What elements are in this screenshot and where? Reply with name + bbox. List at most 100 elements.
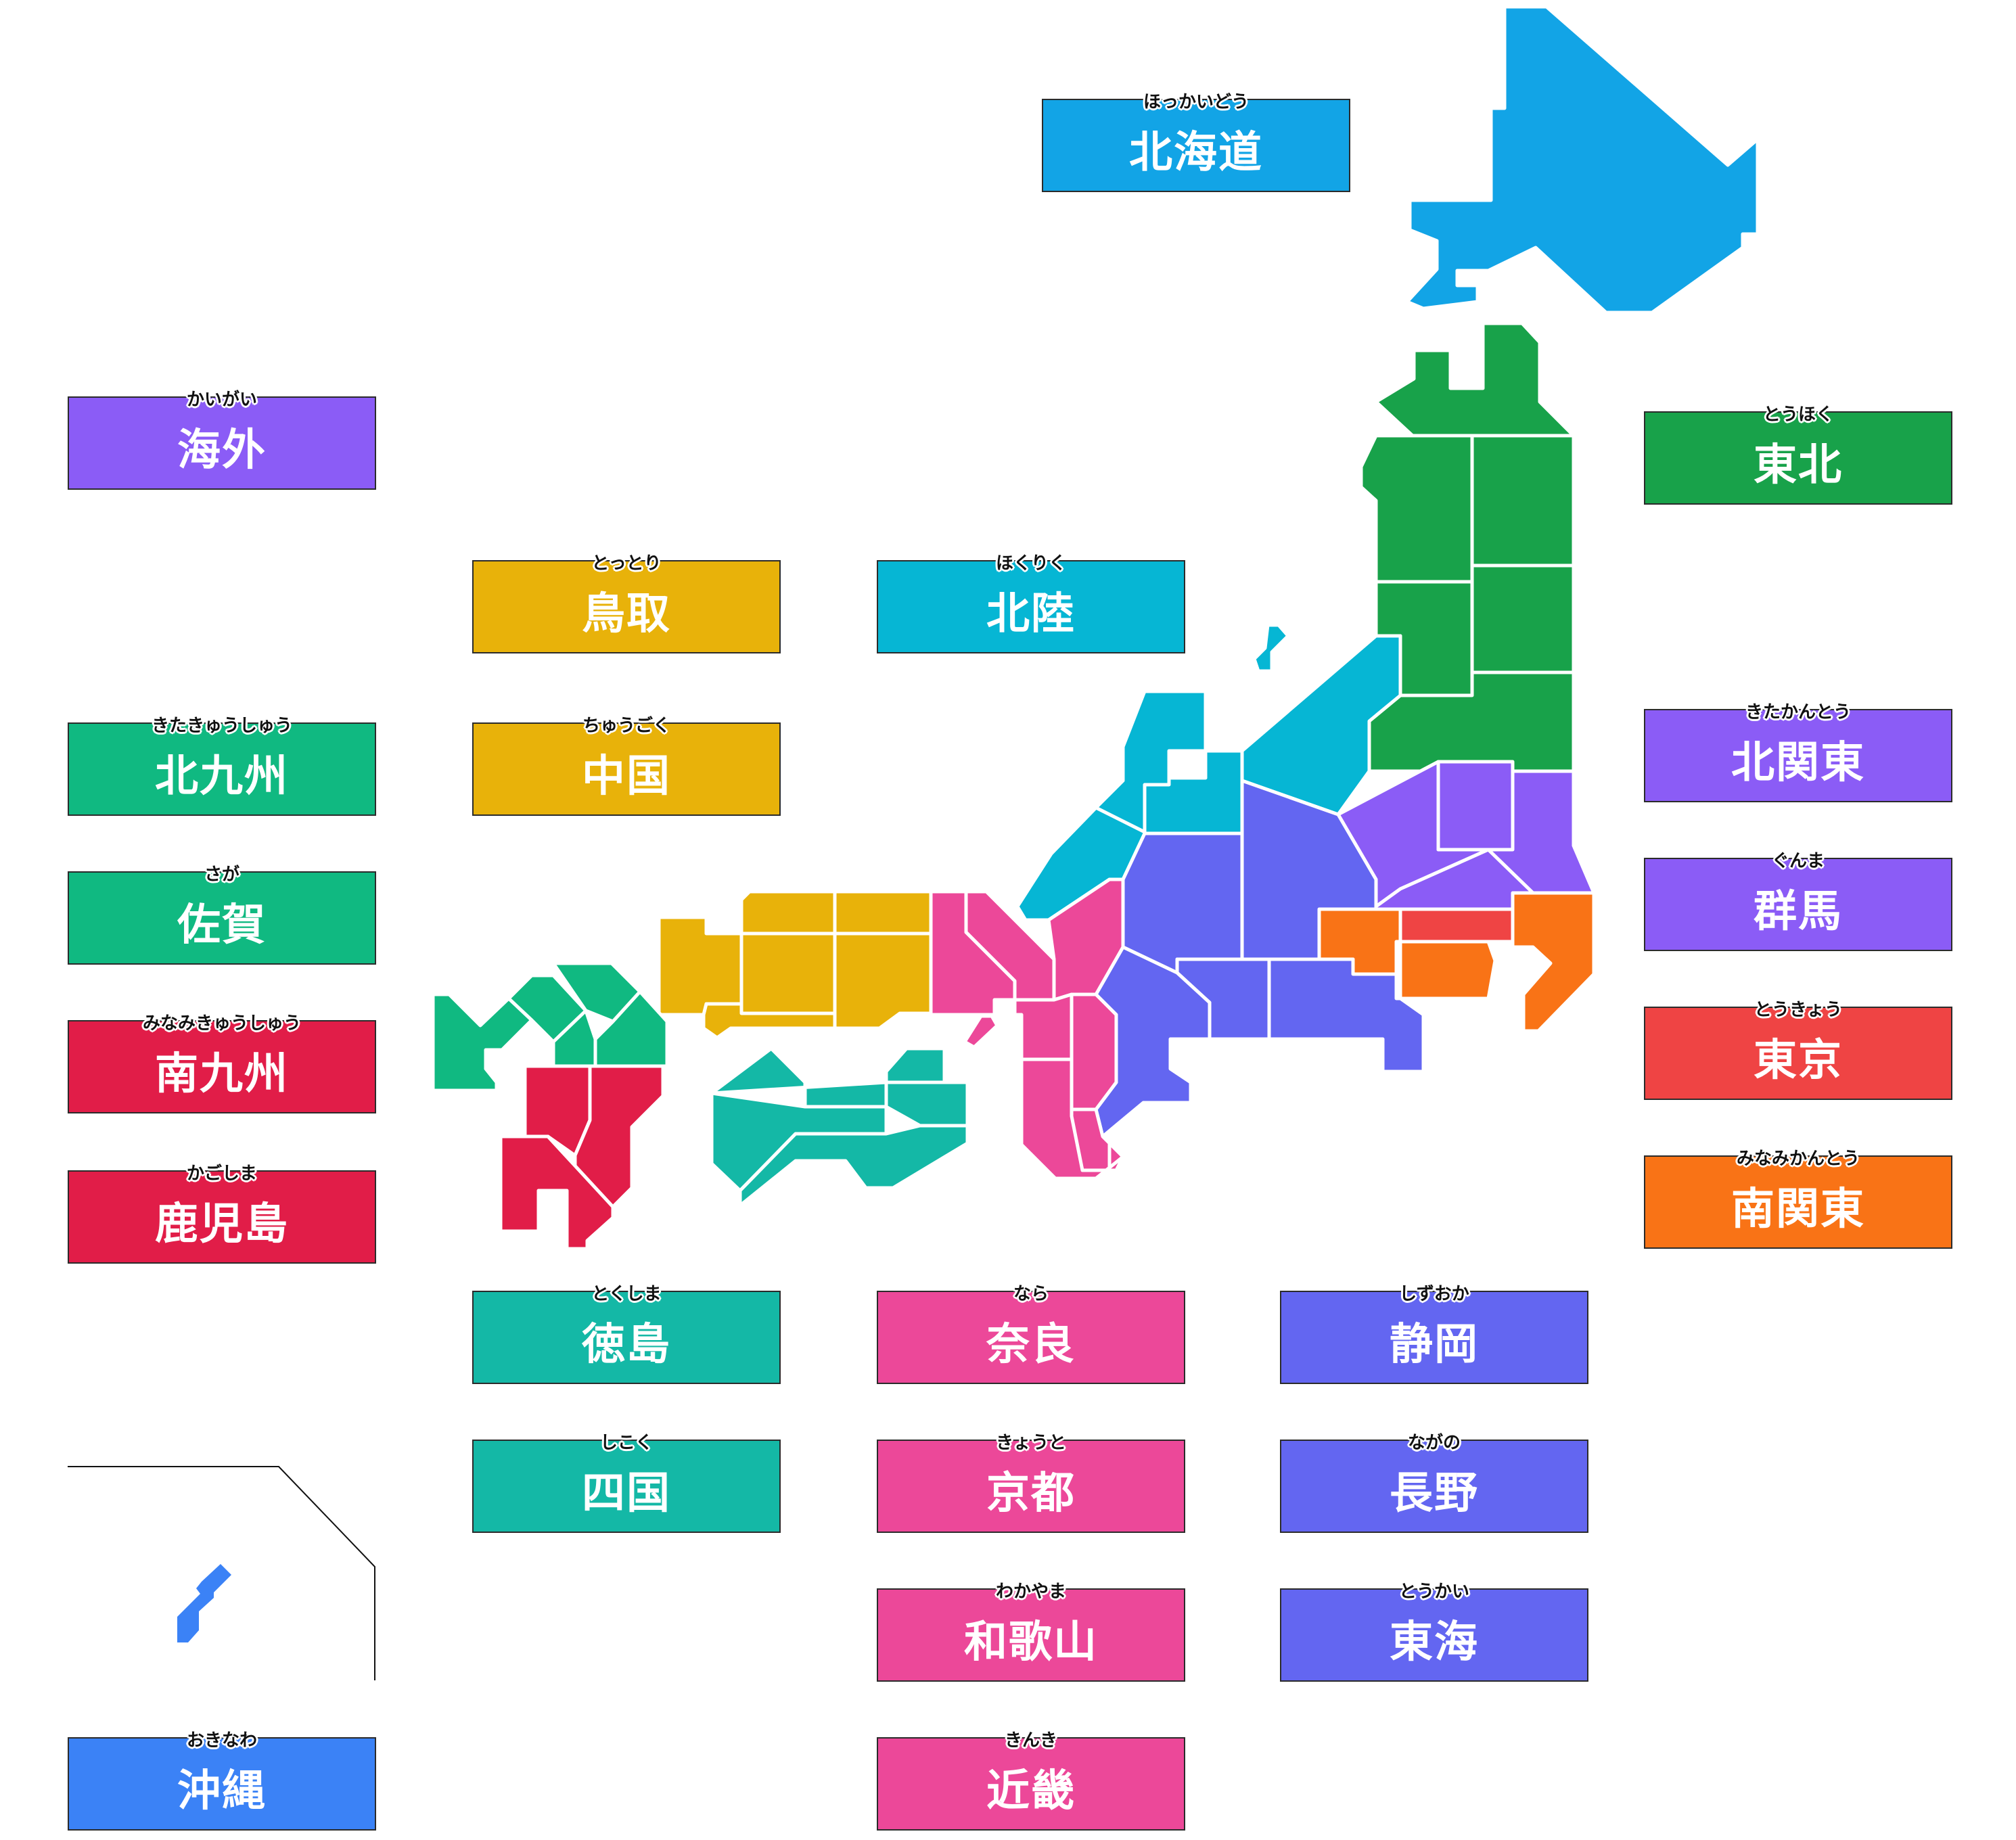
minamikyushu-label: 南九州 bbox=[155, 1049, 289, 1099]
tokai-furigana: とうかい bbox=[1398, 1582, 1469, 1602]
kinki-button[interactable]: きんき 近畿 bbox=[877, 1730, 1185, 1831]
tohoku-label: 東北 bbox=[1754, 440, 1843, 490]
miyagi-pref[interactable] bbox=[1470, 564, 1576, 674]
tokushima-pref[interactable] bbox=[884, 1080, 969, 1128]
okinawa-furigana: おきなわ bbox=[186, 1730, 257, 1751]
kinki-label: 近畿 bbox=[986, 1766, 1076, 1816]
chugoku-region[interactable] bbox=[657, 890, 933, 1040]
saga-label: 佐賀 bbox=[177, 900, 267, 950]
kagoshima-furigana: かごしま bbox=[186, 1164, 257, 1184]
wakayama-pref[interactable] bbox=[1020, 1057, 1125, 1180]
akita-pref[interactable] bbox=[1359, 434, 1474, 584]
hiroshima-pref[interactable] bbox=[739, 932, 837, 1015]
kyoto-furigana: きょうと bbox=[995, 1433, 1066, 1453]
saga-button[interactable]: さが 佐賀 bbox=[68, 865, 376, 965]
osaka-pref[interactable] bbox=[1013, 992, 1074, 1061]
nagasaki-pref[interactable] bbox=[431, 992, 534, 1092]
okayama-pref[interactable] bbox=[833, 932, 933, 1030]
shikoku-region[interactable] bbox=[710, 1046, 969, 1208]
minami-kanto-region[interactable] bbox=[1317, 891, 1596, 1033]
nara-furigana: なら bbox=[1013, 1284, 1049, 1304]
tohoku-region[interactable] bbox=[1359, 321, 1576, 773]
hokkaido-button[interactable]: ほっかいどう 北海道 bbox=[1042, 92, 1350, 192]
gunma-button[interactable]: ぐんま 群馬 bbox=[1644, 851, 1952, 951]
okayama-area[interactable] bbox=[833, 890, 933, 936]
kitakanto-furigana: きたかんとう bbox=[1745, 702, 1851, 722]
kagoshima-button[interactable]: かごしま 鹿児島 bbox=[68, 1164, 376, 1264]
hokuriku-region[interactable] bbox=[1015, 623, 1402, 922]
shikoku-button[interactable]: しこく 四国 bbox=[472, 1433, 781, 1533]
nagano-button[interactable]: ながの 長野 bbox=[1280, 1433, 1588, 1533]
kaigai-button[interactable]: かいがい 海外 bbox=[68, 390, 376, 490]
chugoku-furigana: ちゅうごく bbox=[582, 716, 670, 736]
minamikyushu-button[interactable]: みなみきゅうしゅう南九州 bbox=[68, 1013, 376, 1113]
tokyo-pref[interactable] bbox=[1398, 907, 1515, 944]
minamikanto-label: 南関東 bbox=[1731, 1184, 1865, 1235]
inset-border bbox=[68, 1466, 375, 1680]
tokushima-label: 徳島 bbox=[582, 1320, 671, 1370]
nara-button[interactable]: なら 奈良 bbox=[877, 1284, 1185, 1384]
kagoshima-label: 鹿児島 bbox=[155, 1199, 289, 1249]
saga-furigana: さが bbox=[204, 865, 239, 885]
hokuriku-button[interactable]: ほくりく 北陸 bbox=[877, 553, 1185, 653]
kyoto-label: 京都 bbox=[986, 1469, 1076, 1519]
awaji-island[interactable] bbox=[963, 1014, 999, 1049]
tokushima-furigana: とくしま bbox=[591, 1284, 662, 1304]
nara-label: 奈良 bbox=[986, 1320, 1076, 1370]
kumamoto-north[interactable] bbox=[551, 1009, 597, 1068]
shimane-pref[interactable] bbox=[657, 915, 743, 1017]
hokkaido-region[interactable] bbox=[1405, 5, 1760, 315]
aomori-pref[interactable] bbox=[1374, 321, 1576, 438]
tokyo-furigana: とうきょう bbox=[1754, 1000, 1842, 1020]
kita-kyushu-region[interactable] bbox=[431, 961, 669, 1092]
tokyo-label: 東京 bbox=[1754, 1036, 1843, 1086]
minamikyushu-furigana: みなみきゅうしゅう bbox=[142, 1013, 301, 1034]
tottori-button[interactable]: とっとり 鳥取 bbox=[472, 553, 781, 653]
gunma-furigana: ぐんま bbox=[1771, 851, 1825, 871]
tokushima-button[interactable]: とくしま 徳島 bbox=[472, 1284, 781, 1384]
hokkaido-label: 北海道 bbox=[1129, 128, 1263, 178]
tokyo-button[interactable]: とうきょう 東京 bbox=[1644, 1000, 1952, 1100]
ishikawa-pref[interactable] bbox=[1094, 689, 1208, 834]
okinawa-button[interactable]: おきなわ 沖縄 bbox=[68, 1730, 376, 1831]
kaigai-furigana: かいがい bbox=[186, 390, 257, 410]
kanagawa-pref[interactable] bbox=[1398, 940, 1497, 1001]
iwate-pref[interactable] bbox=[1470, 434, 1576, 568]
yamaguchi-pref[interactable] bbox=[702, 1002, 837, 1040]
tohoku-furigana: とうほく bbox=[1762, 405, 1833, 425]
shizuoka-button[interactable]: しずおか 静岡 bbox=[1280, 1284, 1588, 1384]
gifu-pref[interactable] bbox=[1121, 831, 1244, 975]
tokai-label: 東海 bbox=[1390, 1617, 1479, 1668]
kinki-region[interactable] bbox=[929, 877, 1125, 1180]
hokuriku-furigana: ほくりく bbox=[995, 553, 1066, 574]
kagoshima-pref[interactable] bbox=[499, 1134, 615, 1251]
nagano-label: 長野 bbox=[1390, 1469, 1479, 1519]
tottori-pref[interactable] bbox=[739, 890, 837, 936]
okinawa-island[interactable] bbox=[177, 1564, 231, 1642]
tochigi-pref[interactable] bbox=[1436, 760, 1515, 852]
chugoku-button[interactable]: ちゅうごく 中国 bbox=[472, 716, 781, 816]
kitakyushu-furigana: きたきゅうしゅう bbox=[151, 716, 292, 736]
kitakyushu-button[interactable]: きたきゅうしゅう 北九州 bbox=[68, 716, 376, 816]
miyazaki-pref[interactable] bbox=[573, 1064, 665, 1209]
kyoto-button[interactable]: きょうと 京都 bbox=[877, 1433, 1185, 1533]
kochi-pref[interactable] bbox=[738, 1124, 969, 1208]
sado-island[interactable] bbox=[1252, 623, 1290, 673]
kita-kanto-region[interactable] bbox=[1336, 760, 1596, 911]
hokuriku-label: 北陸 bbox=[986, 589, 1076, 639]
minami-kyushu-region[interactable] bbox=[499, 1064, 665, 1251]
wakayama-button[interactable]: わかやま 和歌山 bbox=[877, 1582, 1185, 1682]
shizuoka-pref[interactable] bbox=[1267, 957, 1425, 1074]
tokai-button[interactable]: とうかい 東海 bbox=[1280, 1582, 1588, 1682]
shizuoka-label: 静岡 bbox=[1390, 1320, 1479, 1370]
tohoku-button[interactable]: とうほく 東北 bbox=[1644, 405, 1952, 505]
hokkaido-furigana: ほっかいどう bbox=[1143, 92, 1249, 112]
gunma-label: 群馬 bbox=[1754, 887, 1843, 937]
nara-pref[interactable] bbox=[1070, 992, 1118, 1111]
tottori-furigana: とっとり bbox=[591, 553, 662, 574]
chiba-pref[interactable] bbox=[1511, 891, 1596, 1033]
kitakanto-button[interactable]: きたかんとう 北関東 bbox=[1644, 702, 1952, 802]
minamikanto-button[interactable]: みなみかんとう 南関東 bbox=[1644, 1149, 1952, 1249]
shikoku-label: 四国 bbox=[582, 1469, 671, 1519]
